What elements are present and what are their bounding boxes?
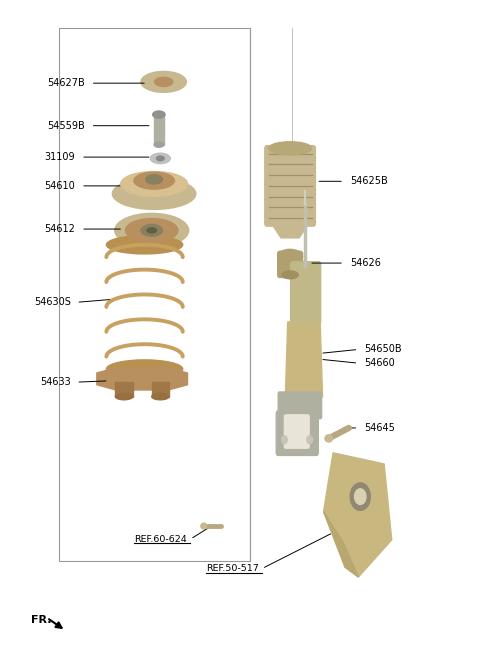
Text: 54627B: 54627B [47,78,85,88]
Text: 54645: 54645 [364,423,395,433]
Bar [116,382,132,397]
Text: 31109: 31109 [45,152,75,162]
Text: 54559B: 54559B [47,121,85,131]
Polygon shape [324,512,359,577]
FancyBboxPatch shape [290,261,321,325]
FancyBboxPatch shape [265,146,315,226]
Bar [154,116,164,145]
FancyBboxPatch shape [278,392,322,419]
Ellipse shape [125,219,178,242]
Ellipse shape [146,175,162,184]
Text: 54610: 54610 [45,181,75,191]
Text: 54612: 54612 [45,224,75,234]
FancyBboxPatch shape [278,251,302,277]
Text: REF.50-517: REF.50-517 [205,564,258,573]
Ellipse shape [325,435,333,442]
Ellipse shape [153,111,165,118]
Ellipse shape [112,178,196,210]
Bar [59,28,250,560]
FancyBboxPatch shape [284,415,309,448]
Ellipse shape [269,142,312,155]
Polygon shape [285,322,323,397]
Ellipse shape [355,489,366,505]
Text: FR.: FR. [31,615,51,625]
FancyBboxPatch shape [276,411,318,455]
Polygon shape [324,453,392,577]
Ellipse shape [141,225,162,237]
Ellipse shape [350,483,370,510]
Ellipse shape [154,142,164,147]
Ellipse shape [107,360,183,378]
Ellipse shape [155,78,173,87]
Ellipse shape [281,436,287,443]
Ellipse shape [107,236,183,254]
Ellipse shape [150,153,170,164]
Ellipse shape [307,436,312,443]
Ellipse shape [201,523,206,529]
Text: 54630S: 54630S [34,298,71,307]
Text: REF.60-624: REF.60-624 [134,535,187,543]
Ellipse shape [152,394,169,400]
Ellipse shape [120,171,188,196]
Ellipse shape [134,172,174,189]
Bar [152,382,169,397]
Text: 54626: 54626 [350,258,381,268]
Ellipse shape [282,271,298,279]
Text: 54633: 54633 [40,377,71,387]
Ellipse shape [156,156,164,161]
Ellipse shape [147,228,156,233]
Ellipse shape [141,72,186,93]
Text: 54650B: 54650B [364,344,402,354]
Ellipse shape [116,394,132,400]
Ellipse shape [115,214,189,248]
Text: 54625B: 54625B [350,176,387,187]
Polygon shape [97,368,188,390]
Ellipse shape [278,250,302,263]
Text: 54660: 54660 [364,358,395,368]
Polygon shape [272,223,309,238]
